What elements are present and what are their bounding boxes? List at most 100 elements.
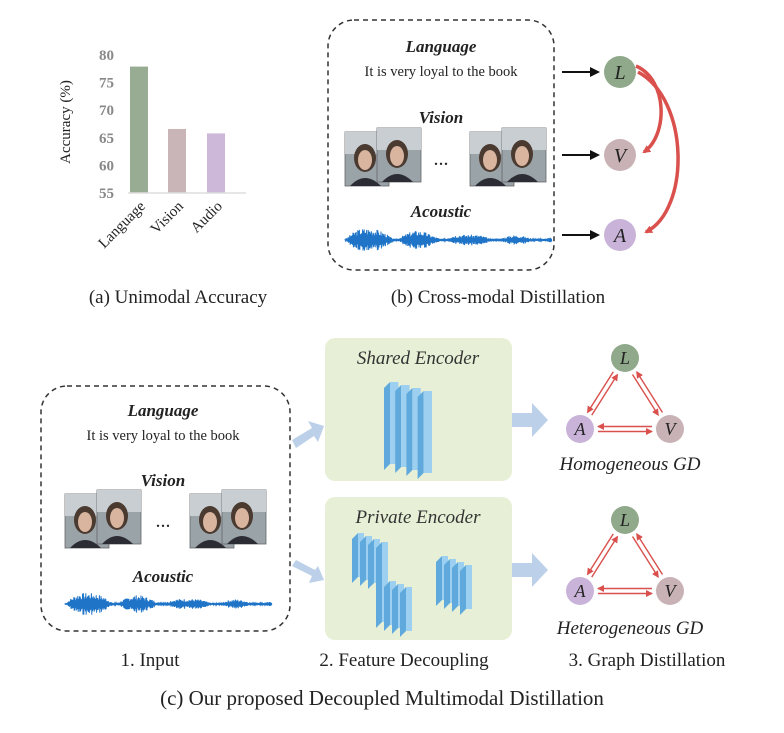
flow-arrow-to-homogeneous — [512, 403, 548, 437]
audio-waveform — [344, 229, 553, 251]
y-tick-label: 75 — [99, 76, 114, 92]
step-input-label: 1. Input — [120, 650, 180, 671]
shared-encoder: Shared Encoder — [325, 338, 512, 481]
node-l — [611, 506, 639, 534]
acoustic-label: Acoustic — [132, 567, 194, 586]
bar-audio — [207, 133, 225, 193]
caption-c: (c) Our proposed Decoupled Multimodal Di… — [160, 686, 604, 710]
x-tick-label: Language — [96, 198, 149, 251]
encoder-layer — [360, 536, 366, 586]
language-label: Language — [127, 401, 199, 420]
edge-a-l-backward — [586, 533, 614, 576]
encoder-layer — [395, 385, 402, 473]
encoder-layer — [436, 556, 442, 606]
shared-encoder-title: Shared Encoder — [357, 348, 480, 369]
encoder-layer — [384, 581, 390, 631]
cross-modal-panel: Language It is very loyal to the book Vi… — [327, 19, 680, 271]
ellipsis: ... — [156, 510, 171, 532]
node-l-label: L — [613, 62, 625, 84]
edge-l-v-backward — [636, 371, 664, 413]
homogeneous-graph: L A V — [566, 344, 684, 443]
unimodal-accuracy-chart: Accuracy (%) 55 60 65 70 75 80 Language Vision… — [58, 48, 246, 252]
video-frames-right — [189, 489, 267, 549]
encoder-layer — [368, 539, 374, 589]
node-v-label: V — [665, 419, 678, 439]
ellipsis: ... — [434, 148, 449, 170]
vision-label: Vision — [419, 108, 463, 127]
input-panel: Language It is very loyal to the book Vi… — [40, 385, 291, 632]
node-v-label: V — [614, 145, 629, 167]
node-l — [611, 344, 639, 372]
private-encoder-title: Private Encoder — [354, 507, 481, 528]
edge-l-v-forward — [631, 374, 659, 416]
encoder-layer — [384, 382, 390, 470]
encoder-layer — [444, 559, 450, 609]
x-tick-label: Vision — [148, 198, 187, 237]
flow-arrow-to-private — [292, 560, 324, 583]
acoustic-label: Acoustic — [410, 202, 472, 221]
private-encoder-layers-1 — [352, 533, 388, 592]
homogeneous-gd-label: Homogeneous GD — [559, 454, 701, 475]
encoder-layer — [352, 533, 358, 583]
node-language — [604, 56, 636, 88]
input-box — [40, 385, 291, 632]
node-a-label: A — [612, 225, 627, 247]
language-label: Language — [405, 37, 477, 56]
node-audio — [604, 219, 636, 251]
encoder-layer — [400, 587, 406, 637]
encoder-layer — [452, 562, 458, 612]
step-decoupling-label: 2. Feature Decoupling — [319, 650, 489, 671]
node-l-label: L — [619, 510, 630, 530]
node-a-label: A — [574, 419, 587, 439]
node-v — [656, 577, 684, 605]
y-tick-label: 70 — [99, 103, 114, 119]
encoder-layer — [417, 391, 424, 479]
private-encoder-layers-2 — [376, 578, 412, 637]
encoder-layer — [392, 584, 398, 634]
y-tick-label: 65 — [99, 131, 114, 147]
encoder-layer — [406, 388, 413, 476]
node-a — [566, 415, 594, 443]
distill-arrow-l-to-v — [635, 64, 663, 154]
video-frames-right — [469, 127, 547, 187]
video-frames-left — [64, 489, 142, 549]
node-a — [566, 577, 594, 605]
language-text: It is very loyal to the book — [364, 64, 518, 80]
caption-a: (a) Unimodal Accuracy — [89, 287, 268, 308]
edge-a-l-backward — [586, 371, 614, 414]
node-vision — [604, 139, 636, 171]
private-encoder: Private Encoder — [325, 497, 512, 640]
node-v-label: V — [665, 581, 678, 601]
caption-b: (b) Cross-modal Distillation — [391, 287, 606, 308]
edge-a-l-forward — [591, 373, 619, 416]
bar-language — [130, 66, 148, 193]
flow-arrow-to-heterogeneous — [512, 553, 548, 587]
heterogeneous-graph: L A V — [566, 506, 684, 605]
video-frames-left — [344, 127, 422, 187]
input-box — [327, 19, 555, 271]
x-tick-label: Audio — [188, 199, 226, 237]
step-graph-label: 3. Graph Distillation — [569, 650, 726, 671]
node-l-label: L — [619, 348, 630, 368]
distill-arrow-l-to-a — [637, 70, 680, 234]
y-tick-label: 60 — [99, 158, 114, 174]
audio-waveform — [64, 593, 273, 615]
heterogeneous-gd-label: Heterogeneous GD — [556, 618, 704, 639]
flow-arrow-to-shared — [292, 421, 324, 448]
vision-label: Vision — [141, 471, 185, 490]
bar-vision — [168, 128, 186, 193]
private-encoder-layers-3 — [436, 556, 472, 615]
y-tick-label: 55 — [99, 186, 114, 202]
shared-encoder-layers — [384, 382, 432, 479]
language-text: It is very loyal to the book — [86, 428, 240, 444]
y-axis-label: Accuracy (%) — [58, 80, 74, 164]
y-tick-label: 80 — [99, 48, 114, 64]
edge-l-v-backward — [636, 533, 664, 575]
encoder-layer — [460, 565, 466, 615]
node-a-label: A — [574, 581, 587, 601]
edge-l-v-forward — [631, 536, 659, 578]
encoder-layer — [376, 578, 382, 628]
node-v — [656, 415, 684, 443]
edge-a-l-forward — [591, 535, 619, 578]
